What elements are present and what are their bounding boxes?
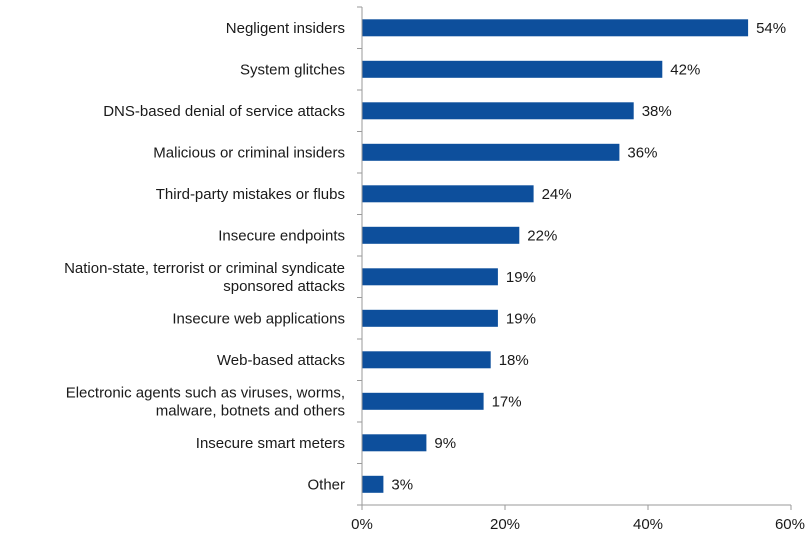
- value-label: 38%: [642, 103, 672, 120]
- category-label: Insecure web applications: [172, 310, 345, 327]
- bar: [362, 351, 491, 369]
- value-label: 19%: [506, 310, 536, 327]
- category-label: System glitches: [240, 61, 345, 78]
- x-tick-label: 0%: [351, 516, 373, 533]
- category-labels: Negligent insiders System glitches DNS-bas…: [64, 20, 345, 493]
- bar: [362, 185, 534, 203]
- category-label: Insecure smart meters: [196, 435, 345, 452]
- bar: [362, 19, 749, 37]
- bar: [362, 309, 498, 327]
- bar: [362, 60, 663, 78]
- category-label: Third-party mistakes or flubs: [156, 186, 345, 203]
- category-label: Electronic agents such as viruses, worms…: [66, 384, 345, 401]
- x-tick-label: 40%: [633, 516, 663, 533]
- bar: [362, 475, 384, 493]
- value-label: 17%: [492, 393, 522, 410]
- value-label: 36%: [627, 144, 657, 161]
- category-label: Negligent insiders: [226, 20, 345, 37]
- axes: 0% 20% 40% 60%: [351, 6, 805, 533]
- value-label: 24%: [542, 186, 572, 203]
- value-label: 9%: [434, 435, 456, 452]
- bar: [362, 226, 520, 244]
- value-label: 3%: [391, 476, 413, 493]
- value-label: 19%: [506, 269, 536, 286]
- category-label: Web-based attacks: [217, 352, 345, 369]
- bar: [362, 434, 427, 452]
- bar: [362, 102, 634, 120]
- category-label: Insecure endpoints: [218, 227, 345, 244]
- value-label: 42%: [670, 61, 700, 78]
- category-label: sponsored attacks: [223, 278, 345, 295]
- bar: [362, 392, 484, 410]
- category-label: Nation-state, terrorist or criminal synd…: [64, 260, 345, 277]
- category-label: Malicious or criminal insiders: [153, 144, 345, 161]
- category-label: malware, botnets and others: [156, 402, 345, 419]
- value-labels: 54% 42% 38% 36% 24% 22% 19% 19% 18% 17% 9% 3%: [391, 20, 786, 493]
- x-tick-label: 20%: [490, 516, 520, 533]
- value-label: 54%: [756, 20, 786, 37]
- bar: [362, 143, 620, 161]
- x-tick-label: 60%: [775, 516, 805, 533]
- bar: [362, 268, 498, 286]
- category-label: DNS-based denial of service attacks: [103, 103, 345, 120]
- value-label: 22%: [527, 227, 557, 244]
- bars-group: [362, 19, 749, 493]
- value-label: 18%: [499, 352, 529, 369]
- category-label: Other: [307, 476, 345, 493]
